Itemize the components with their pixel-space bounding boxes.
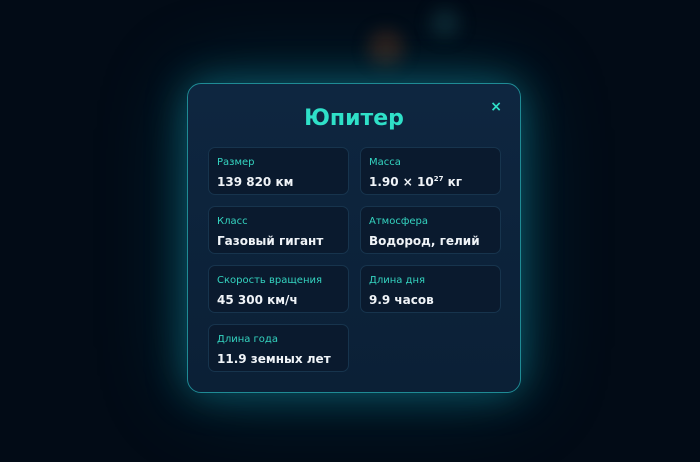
card-label: Класс	[217, 216, 248, 227]
card-label: Длина года	[217, 334, 278, 345]
info-card-day-length: Длина дня 9.9 часов	[360, 265, 501, 313]
card-value: 9.9 часов	[369, 293, 434, 307]
info-card-mass: Масса 1.90 × 1027 кг	[360, 147, 501, 195]
card-value: Газовый гигант	[217, 234, 324, 248]
card-value: 1.90 × 1027 кг	[369, 175, 463, 189]
close-icon[interactable]: ×	[490, 99, 502, 115]
info-card-class: Класс Газовый гигант	[208, 206, 349, 254]
info-card-size: Размер 139 820 км	[208, 147, 349, 195]
info-card-rotation-speed: Скорость вращения 45 300 км/ч	[208, 265, 349, 313]
card-value: 45 300 км/ч	[217, 293, 298, 307]
background-planet-glow	[430, 8, 460, 38]
card-label: Масса	[369, 157, 401, 168]
background-planet-glow	[368, 30, 404, 66]
card-label: Скорость вращения	[217, 275, 322, 286]
card-label: Атмосфера	[369, 216, 429, 227]
card-value: 139 820 км	[217, 175, 294, 189]
planet-info-modal: Юпитер × Размер 139 820 км Масса 1.90 × 10…	[187, 83, 521, 393]
info-card-year-length: Длина года 11.9 земных лет	[208, 324, 349, 372]
modal-title: Юпитер	[304, 106, 404, 131]
card-label: Размер	[217, 157, 255, 168]
card-label: Длина дня	[369, 275, 426, 286]
card-value: 11.9 земных лет	[217, 352, 331, 366]
info-card-atmosphere: Атмосфера Водород, гелий	[360, 206, 501, 254]
card-value: Водород, гелий	[369, 234, 480, 248]
